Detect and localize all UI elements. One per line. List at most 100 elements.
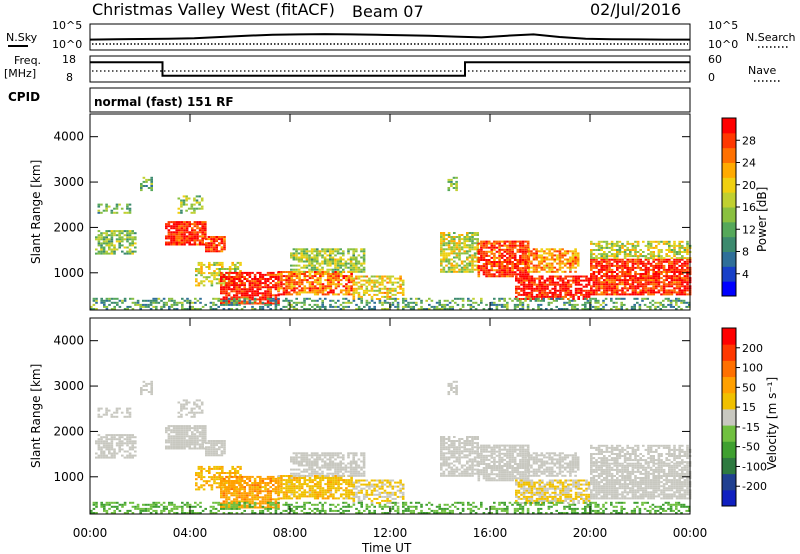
power-cell	[539, 303, 543, 306]
power-cell	[631, 258, 635, 261]
power-cell	[498, 267, 501, 270]
power-cell	[239, 270, 242, 273]
velocity-cell	[266, 492, 270, 495]
power-cell	[678, 271, 681, 273]
velocity-cell	[97, 442, 101, 445]
power-cell	[550, 262, 554, 265]
power-cell	[326, 293, 330, 296]
power-cell	[503, 261, 507, 263]
velocity-cell	[134, 454, 137, 457]
power-cell	[573, 308, 577, 310]
power-cell	[266, 297, 270, 300]
velocity-cell	[248, 494, 252, 497]
power-cell	[519, 256, 522, 259]
power-cell	[543, 285, 547, 288]
power-cell	[404, 299, 408, 302]
freq-bottom-tick: 8	[66, 71, 73, 84]
velocity-cell	[240, 498, 244, 501]
power-cell	[468, 270, 472, 273]
power-cell	[517, 277, 521, 280]
power-cell	[218, 270, 221, 273]
power-cell	[564, 277, 567, 280]
velocity-cell	[238, 500, 241, 503]
power-cell	[569, 258, 572, 261]
power-cell	[485, 271, 488, 274]
power-cell	[543, 279, 547, 282]
power-cell	[458, 240, 461, 243]
power-cell	[445, 242, 448, 245]
power-cell	[493, 265, 496, 268]
power-cell	[519, 244, 522, 247]
velocity-cell	[115, 409, 119, 412]
power-cell	[495, 246, 499, 249]
power-cell	[277, 284, 280, 287]
power-cell	[345, 289, 348, 292]
power-cell	[554, 293, 557, 296]
colorbar-swatch	[722, 221, 736, 238]
power-cell	[402, 301, 405, 304]
power-cell	[196, 225, 199, 228]
power-cell	[321, 248, 324, 251]
power-cell	[675, 281, 679, 284]
power-cell	[442, 270, 446, 273]
power-cell	[662, 289, 666, 292]
velocity-cell	[264, 488, 267, 491]
velocity-cell	[342, 481, 346, 484]
power-cell	[251, 296, 254, 299]
velocity-cell	[183, 443, 186, 446]
velocity-cell	[108, 448, 111, 451]
power-cell	[608, 268, 611, 271]
power-cell	[508, 242, 512, 245]
power-cell	[198, 227, 202, 230]
power-cell	[415, 303, 418, 306]
velocity-cell	[215, 482, 219, 485]
power-cell	[604, 297, 608, 300]
power-cell	[321, 293, 325, 296]
power-cell	[563, 303, 566, 306]
power-cell	[460, 248, 464, 251]
velocity-cell	[290, 489, 294, 492]
power-cell	[500, 303, 504, 306]
power-cell	[308, 268, 311, 271]
power-cell	[292, 264, 296, 267]
velocity-cell	[131, 440, 134, 443]
power-cell	[269, 286, 272, 289]
power-cell	[616, 262, 619, 265]
power-cell	[105, 207, 108, 210]
power-cell	[590, 253, 593, 256]
power-cell	[652, 240, 655, 243]
power-cell	[535, 250, 538, 253]
power-cell	[334, 250, 337, 253]
power-cell	[386, 287, 389, 290]
power-cell	[559, 285, 562, 288]
power-cell	[134, 238, 137, 241]
power-cell	[605, 262, 609, 265]
power-cell	[352, 262, 355, 265]
power-cell	[572, 293, 575, 296]
power-cell	[600, 262, 603, 265]
power-cell	[522, 283, 526, 286]
power-cell	[450, 240, 453, 243]
power-cell	[334, 287, 338, 290]
velocity-cell	[134, 436, 137, 439]
power-cell	[210, 240, 213, 243]
power-cell	[131, 244, 134, 247]
power-cell	[516, 269, 520, 272]
power-cell	[587, 281, 591, 284]
power-cell	[631, 275, 635, 278]
power-cell	[321, 291, 325, 294]
power-cell	[290, 277, 294, 280]
power-cell	[215, 274, 219, 277]
power-cell	[388, 291, 392, 294]
power-cell	[394, 287, 397, 290]
power-cell	[191, 233, 194, 236]
power-cell	[167, 221, 171, 224]
power-cell	[559, 291, 562, 294]
velocity-cell	[188, 435, 191, 438]
power-cell	[173, 301, 176, 304]
power-cell	[440, 260, 443, 263]
velocity-cell	[191, 443, 194, 446]
velocity-cell	[227, 486, 231, 489]
power-cell	[445, 256, 448, 259]
power-cell	[641, 299, 644, 302]
